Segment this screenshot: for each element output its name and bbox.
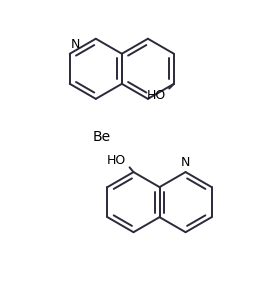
Text: HO: HO: [147, 89, 166, 102]
Text: N: N: [71, 38, 80, 51]
Text: HO: HO: [107, 154, 126, 167]
Text: N: N: [181, 156, 190, 170]
Text: Be: Be: [93, 130, 111, 144]
